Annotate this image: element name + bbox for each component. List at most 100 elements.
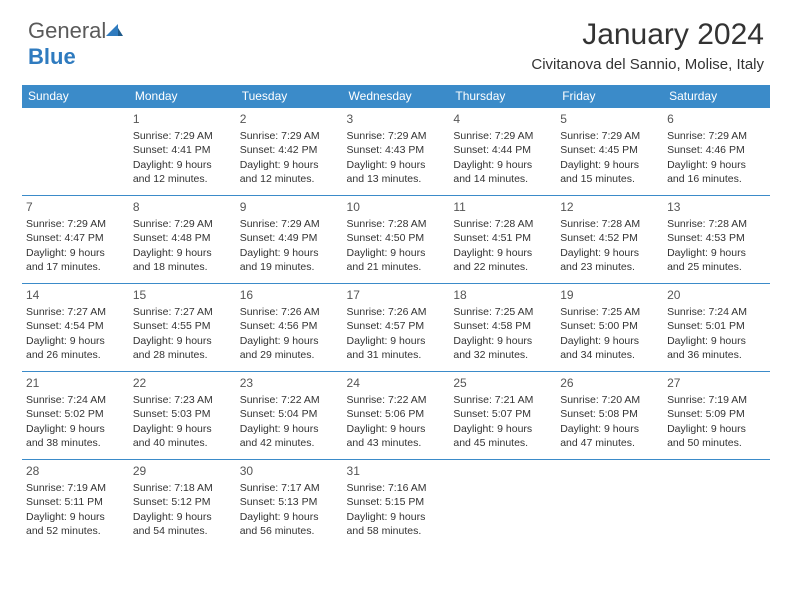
day-number: 9 — [240, 199, 339, 215]
day-info-line: Daylight: 9 hours — [347, 334, 446, 348]
day-info-line: Daylight: 9 hours — [133, 246, 232, 260]
day-info-line: Daylight: 9 hours — [453, 422, 552, 436]
day-info-line: Daylight: 9 hours — [347, 510, 446, 524]
day-info-line: Sunset: 4:51 PM — [453, 231, 552, 245]
day-info-line: Sunset: 5:01 PM — [667, 319, 766, 333]
calendar-week-row: 1Sunrise: 7:29 AMSunset: 4:41 PMDaylight… — [22, 108, 770, 196]
calendar-day-cell: 17Sunrise: 7:26 AMSunset: 4:57 PMDayligh… — [343, 284, 450, 372]
day-info-line: Daylight: 9 hours — [26, 246, 125, 260]
day-number: 4 — [453, 111, 552, 127]
day-info-line: Sunset: 4:57 PM — [347, 319, 446, 333]
day-info-line: and 40 minutes. — [133, 436, 232, 450]
day-info-line: and 29 minutes. — [240, 348, 339, 362]
calendar-week-row: 7Sunrise: 7:29 AMSunset: 4:47 PMDaylight… — [22, 196, 770, 284]
day-info-line: Daylight: 9 hours — [667, 334, 766, 348]
day-info-line: Daylight: 9 hours — [133, 334, 232, 348]
day-info-line: Sunset: 4:41 PM — [133, 143, 232, 157]
day-info-line: Sunset: 5:09 PM — [667, 407, 766, 421]
calendar-header-row: SundayMondayTuesdayWednesdayThursdayFrid… — [22, 85, 770, 108]
day-info-line: Daylight: 9 hours — [26, 334, 125, 348]
day-info-line: Daylight: 9 hours — [240, 334, 339, 348]
calendar-day-cell: 7Sunrise: 7:29 AMSunset: 4:47 PMDaylight… — [22, 196, 129, 284]
day-info-line: Sunset: 4:56 PM — [240, 319, 339, 333]
day-info-line: Sunset: 5:15 PM — [347, 495, 446, 509]
month-title: January 2024 — [531, 18, 764, 52]
calendar-day-cell: 21Sunrise: 7:24 AMSunset: 5:02 PMDayligh… — [22, 372, 129, 460]
day-info-line: Sunrise: 7:28 AM — [453, 217, 552, 231]
day-number: 15 — [133, 287, 232, 303]
day-info-line: Daylight: 9 hours — [453, 246, 552, 260]
day-info-line: Sunset: 4:48 PM — [133, 231, 232, 245]
day-info-line: and 28 minutes. — [133, 348, 232, 362]
day-info-line: and 25 minutes. — [667, 260, 766, 274]
calendar-day-cell: 24Sunrise: 7:22 AMSunset: 5:06 PMDayligh… — [343, 372, 450, 460]
day-info-line: Sunrise: 7:20 AM — [560, 393, 659, 407]
day-info-line: Daylight: 9 hours — [453, 158, 552, 172]
day-header: Thursday — [449, 85, 556, 108]
calendar-day-cell: 4Sunrise: 7:29 AMSunset: 4:44 PMDaylight… — [449, 108, 556, 196]
day-info-line: Sunrise: 7:29 AM — [240, 129, 339, 143]
calendar-day-cell: 12Sunrise: 7:28 AMSunset: 4:52 PMDayligh… — [556, 196, 663, 284]
day-number: 6 — [667, 111, 766, 127]
day-info-line: Sunrise: 7:18 AM — [133, 481, 232, 495]
day-info-line: Sunset: 4:42 PM — [240, 143, 339, 157]
day-info-line: Sunrise: 7:29 AM — [560, 129, 659, 143]
day-header: Tuesday — [236, 85, 343, 108]
day-info-line: Daylight: 9 hours — [240, 246, 339, 260]
day-number: 13 — [667, 199, 766, 215]
day-info-line: and 21 minutes. — [347, 260, 446, 274]
day-info-line: Daylight: 9 hours — [560, 158, 659, 172]
day-info-line: Daylight: 9 hours — [347, 246, 446, 260]
day-info-line: Daylight: 9 hours — [347, 422, 446, 436]
day-number: 31 — [347, 463, 446, 479]
calendar-day-cell: 16Sunrise: 7:26 AMSunset: 4:56 PMDayligh… — [236, 284, 343, 372]
day-number: 29 — [133, 463, 232, 479]
day-info-line: Daylight: 9 hours — [667, 422, 766, 436]
day-info-line: and 36 minutes. — [667, 348, 766, 362]
day-info-line: Sunrise: 7:29 AM — [133, 217, 232, 231]
day-info-line: Daylight: 9 hours — [240, 422, 339, 436]
calendar-day-cell: 8Sunrise: 7:29 AMSunset: 4:48 PMDaylight… — [129, 196, 236, 284]
day-info-line: Sunrise: 7:29 AM — [240, 217, 339, 231]
day-info-line: Sunset: 4:44 PM — [453, 143, 552, 157]
day-info-line: Daylight: 9 hours — [667, 158, 766, 172]
calendar-day-cell: 19Sunrise: 7:25 AMSunset: 5:00 PMDayligh… — [556, 284, 663, 372]
day-info-line: and 45 minutes. — [453, 436, 552, 450]
day-number: 21 — [26, 375, 125, 391]
day-info-line: and 58 minutes. — [347, 524, 446, 538]
logo-text-blue: Blue — [28, 44, 76, 69]
calendar-empty-cell — [663, 460, 770, 548]
day-number: 23 — [240, 375, 339, 391]
day-info-line: Sunset: 5:11 PM — [26, 495, 125, 509]
day-info-line: Daylight: 9 hours — [133, 422, 232, 436]
calendar-day-cell: 31Sunrise: 7:16 AMSunset: 5:15 PMDayligh… — [343, 460, 450, 548]
day-info-line: and 22 minutes. — [453, 260, 552, 274]
calendar-empty-cell — [449, 460, 556, 548]
day-info-line: Sunrise: 7:25 AM — [453, 305, 552, 319]
calendar-day-cell: 11Sunrise: 7:28 AMSunset: 4:51 PMDayligh… — [449, 196, 556, 284]
day-number: 20 — [667, 287, 766, 303]
day-info-line: Sunrise: 7:29 AM — [26, 217, 125, 231]
calendar-day-cell: 3Sunrise: 7:29 AMSunset: 4:43 PMDaylight… — [343, 108, 450, 196]
day-info-line: Daylight: 9 hours — [240, 158, 339, 172]
day-info-line: Daylight: 9 hours — [560, 422, 659, 436]
day-info-line: Sunset: 4:43 PM — [347, 143, 446, 157]
calendar-day-cell: 29Sunrise: 7:18 AMSunset: 5:12 PMDayligh… — [129, 460, 236, 548]
day-info-line: Sunrise: 7:21 AM — [453, 393, 552, 407]
calendar-day-cell: 6Sunrise: 7:29 AMSunset: 4:46 PMDaylight… — [663, 108, 770, 196]
calendar-day-cell: 14Sunrise: 7:27 AMSunset: 4:54 PMDayligh… — [22, 284, 129, 372]
day-info-line: and 12 minutes. — [240, 172, 339, 186]
day-info-line: Sunrise: 7:24 AM — [667, 305, 766, 319]
day-info-line: Sunset: 4:46 PM — [667, 143, 766, 157]
day-info-line: Sunset: 4:50 PM — [347, 231, 446, 245]
day-info-line: and 14 minutes. — [453, 172, 552, 186]
calendar-day-cell: 26Sunrise: 7:20 AMSunset: 5:08 PMDayligh… — [556, 372, 663, 460]
day-info-line: Daylight: 9 hours — [133, 510, 232, 524]
day-header: Saturday — [663, 85, 770, 108]
day-info-line: Sunset: 5:13 PM — [240, 495, 339, 509]
day-info-line: Sunrise: 7:29 AM — [347, 129, 446, 143]
calendar-day-cell: 13Sunrise: 7:28 AMSunset: 4:53 PMDayligh… — [663, 196, 770, 284]
day-number: 2 — [240, 111, 339, 127]
day-info-line: Sunrise: 7:27 AM — [133, 305, 232, 319]
day-info-line: and 43 minutes. — [347, 436, 446, 450]
